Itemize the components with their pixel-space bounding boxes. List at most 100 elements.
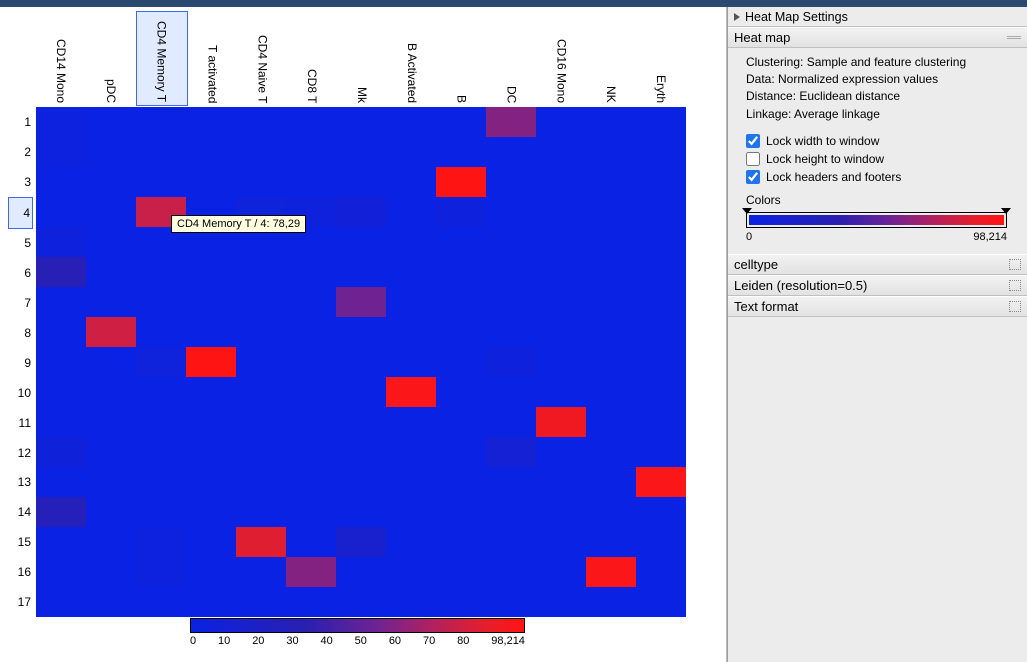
row-label[interactable]: 3 <box>8 167 33 197</box>
heatmap-cell[interactable] <box>586 557 636 587</box>
section-header-celltype[interactable]: celltype <box>728 254 1027 275</box>
heatmap-cell[interactable] <box>636 437 686 467</box>
heatmap-cell[interactable] <box>36 227 86 257</box>
heatmap-cell[interactable] <box>486 587 536 617</box>
heatmap-cell[interactable] <box>86 317 136 347</box>
heatmap-cell[interactable] <box>536 107 586 137</box>
heatmap-cell[interactable] <box>86 257 136 287</box>
heatmap-cell[interactable] <box>136 437 186 467</box>
heatmap-cell[interactable] <box>586 497 636 527</box>
heatmap-cell[interactable] <box>136 587 186 617</box>
checkbox-lock-headers[interactable]: Lock headers and footers <box>746 169 1019 185</box>
heatmap-cell[interactable] <box>536 347 586 377</box>
section-header-heatmap[interactable]: Heat map <box>728 27 1027 48</box>
column-label[interactable]: DC <box>487 11 537 106</box>
heatmap-cell[interactable] <box>136 557 186 587</box>
heatmap-cell[interactable] <box>486 467 536 497</box>
heatmap-cell[interactable] <box>486 527 536 557</box>
column-label[interactable]: NK <box>586 11 636 106</box>
heatmap-cell[interactable] <box>386 527 436 557</box>
checkbox-input[interactable] <box>746 152 760 166</box>
heatmap-cell[interactable] <box>36 167 86 197</box>
heatmap-cell[interactable] <box>186 167 236 197</box>
heatmap-cell[interactable] <box>186 377 236 407</box>
heatmap-cell[interactable] <box>236 167 286 197</box>
heatmap-cell[interactable] <box>386 377 436 407</box>
heatmap-cell[interactable] <box>536 227 586 257</box>
row-label[interactable]: 11 <box>8 408 33 438</box>
heatmap-cell[interactable] <box>36 557 86 587</box>
heatmap-cell[interactable] <box>286 107 336 137</box>
heatmap-cell[interactable] <box>36 467 86 497</box>
heatmap-cell[interactable] <box>86 287 136 317</box>
heatmap-cell[interactable] <box>386 167 436 197</box>
row-label[interactable]: 12 <box>8 438 33 468</box>
heatmap-cell[interactable] <box>536 437 586 467</box>
heatmap-cell[interactable] <box>36 527 86 557</box>
heatmap-cell[interactable] <box>586 137 636 167</box>
heatmap-cell[interactable] <box>286 347 336 377</box>
column-label[interactable]: pDC <box>86 11 136 106</box>
heatmap-cell[interactable] <box>136 497 186 527</box>
heatmap-cell[interactable] <box>536 257 586 287</box>
heatmap-cell[interactable] <box>486 437 536 467</box>
heatmap-cell[interactable] <box>186 527 236 557</box>
heatmap-cell[interactable] <box>336 407 386 437</box>
heatmap-cell[interactable] <box>286 587 336 617</box>
heatmap-cell[interactable] <box>486 107 536 137</box>
heatmap-cell[interactable] <box>636 287 686 317</box>
heatmap-cell[interactable] <box>186 257 236 287</box>
heatmap-cell[interactable] <box>486 497 536 527</box>
column-label[interactable]: T activated <box>188 11 238 106</box>
column-label[interactable]: CD16 Mono <box>536 11 586 106</box>
heatmap-cell[interactable] <box>136 137 186 167</box>
column-label[interactable]: B <box>437 11 487 106</box>
heatmap-cell[interactable] <box>436 227 486 257</box>
heatmap-cell[interactable] <box>636 407 686 437</box>
row-label[interactable]: 9 <box>8 348 33 378</box>
section-header-leiden[interactable]: Leiden (resolution=0.5) <box>728 275 1027 296</box>
column-label[interactable]: CD14 Mono <box>36 11 86 106</box>
heatmap-cell[interactable] <box>486 287 536 317</box>
heatmap-cell[interactable] <box>286 407 336 437</box>
heatmap-cell[interactable] <box>436 527 486 557</box>
heatmap-cell[interactable] <box>586 587 636 617</box>
heatmap-cell[interactable] <box>136 527 186 557</box>
heatmap-cell[interactable] <box>136 107 186 137</box>
heatmap-cell[interactable] <box>36 137 86 167</box>
heatmap-cell[interactable] <box>286 317 336 347</box>
heatmap-cell[interactable] <box>186 407 236 437</box>
heatmap[interactable]: CD4 Memory T / 4: 78,29 <box>36 107 686 617</box>
heatmap-cell[interactable] <box>36 497 86 527</box>
heatmap-cell[interactable] <box>636 227 686 257</box>
heatmap-cell[interactable] <box>436 377 486 407</box>
heatmap-cell[interactable] <box>386 287 436 317</box>
heatmap-cell[interactable] <box>586 257 636 287</box>
heatmap-cell[interactable] <box>236 317 286 347</box>
heatmap-cell[interactable] <box>586 467 636 497</box>
heatmap-cell[interactable] <box>336 167 386 197</box>
heatmap-cell[interactable] <box>186 437 236 467</box>
heatmap-cell[interactable] <box>386 467 436 497</box>
heatmap-cell[interactable] <box>36 407 86 437</box>
heatmap-cell[interactable] <box>36 377 86 407</box>
heatmap-cell[interactable] <box>286 557 336 587</box>
heatmap-cell[interactable] <box>136 347 186 377</box>
checkbox-lock-height[interactable]: Lock height to window <box>746 151 1019 167</box>
heatmap-cell[interactable] <box>586 107 636 137</box>
heatmap-cell[interactable] <box>586 407 636 437</box>
row-label[interactable]: 1 <box>8 107 33 137</box>
heatmap-cell[interactable] <box>36 197 86 227</box>
heatmap-cell[interactable] <box>486 257 536 287</box>
heatmap-cell[interactable] <box>286 257 336 287</box>
row-label[interactable]: 7 <box>8 288 33 318</box>
heatmap-cell[interactable] <box>86 137 136 167</box>
heatmap-cell[interactable] <box>436 497 486 527</box>
heatmap-cell[interactable] <box>386 317 436 347</box>
heatmap-cell[interactable] <box>586 227 636 257</box>
heatmap-cell[interactable] <box>86 167 136 197</box>
heatmap-cell[interactable] <box>36 257 86 287</box>
row-label[interactable]: 17 <box>8 587 33 617</box>
heatmap-cell[interactable] <box>86 227 136 257</box>
heatmap-cell[interactable] <box>386 227 436 257</box>
